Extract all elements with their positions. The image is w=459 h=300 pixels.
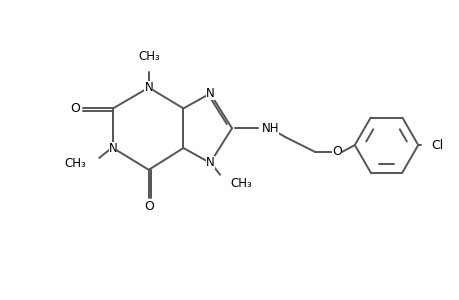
Text: O: O: [144, 200, 153, 213]
Text: N: N: [205, 87, 214, 100]
Text: Cl: Cl: [430, 139, 442, 152]
Text: O: O: [331, 146, 341, 158]
Text: CH₃: CH₃: [230, 177, 251, 190]
Text: NH: NH: [261, 122, 279, 135]
Text: N: N: [144, 81, 153, 94]
Text: N: N: [205, 156, 214, 170]
Text: N: N: [108, 142, 117, 154]
Text: O: O: [70, 102, 80, 115]
Text: CH₃: CH₃: [138, 50, 159, 63]
Text: CH₃: CH₃: [64, 158, 86, 170]
